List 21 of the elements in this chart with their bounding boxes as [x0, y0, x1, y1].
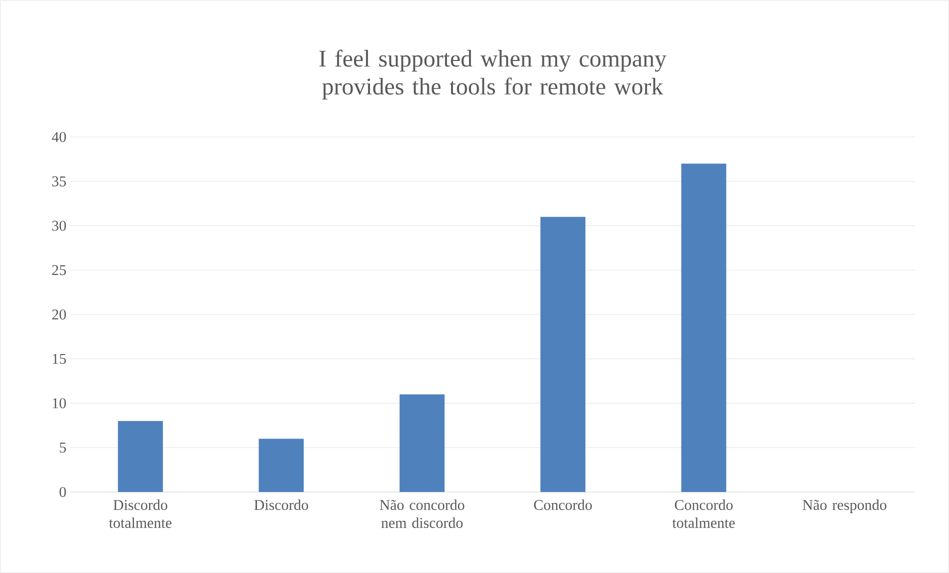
y-tick-label: 20: [52, 309, 66, 320]
x-tick-label: Concordo totalmente: [672, 500, 735, 528]
y-tick-label: 30: [52, 220, 66, 231]
y-tick-label: 0: [60, 486, 66, 498]
x-tick-label: Concordo: [534, 500, 592, 510]
bar: [400, 394, 445, 492]
bar: [258, 438, 304, 492]
x-tick-label: Não concordo nem discordo: [380, 500, 464, 528]
bar: [118, 421, 163, 492]
x-tick-label: Discordo totalmente: [109, 500, 172, 528]
x-tick-label: Não respondo: [802, 500, 886, 514]
y-tick-label: 10: [52, 398, 66, 408]
y-tick-label: 5: [60, 442, 66, 453]
y-tick-label: 25: [52, 265, 66, 276]
x-tick-label: Discordo: [254, 500, 308, 510]
y-tick-label: 35: [52, 176, 66, 186]
y-tick-label: 40: [52, 132, 66, 142]
y-tick-label: 15: [52, 354, 66, 364]
chart-title: I feel supported when my company provides the tools for remote work: [319, 50, 666, 100]
bar: [681, 164, 726, 492]
bar: [540, 216, 586, 492]
